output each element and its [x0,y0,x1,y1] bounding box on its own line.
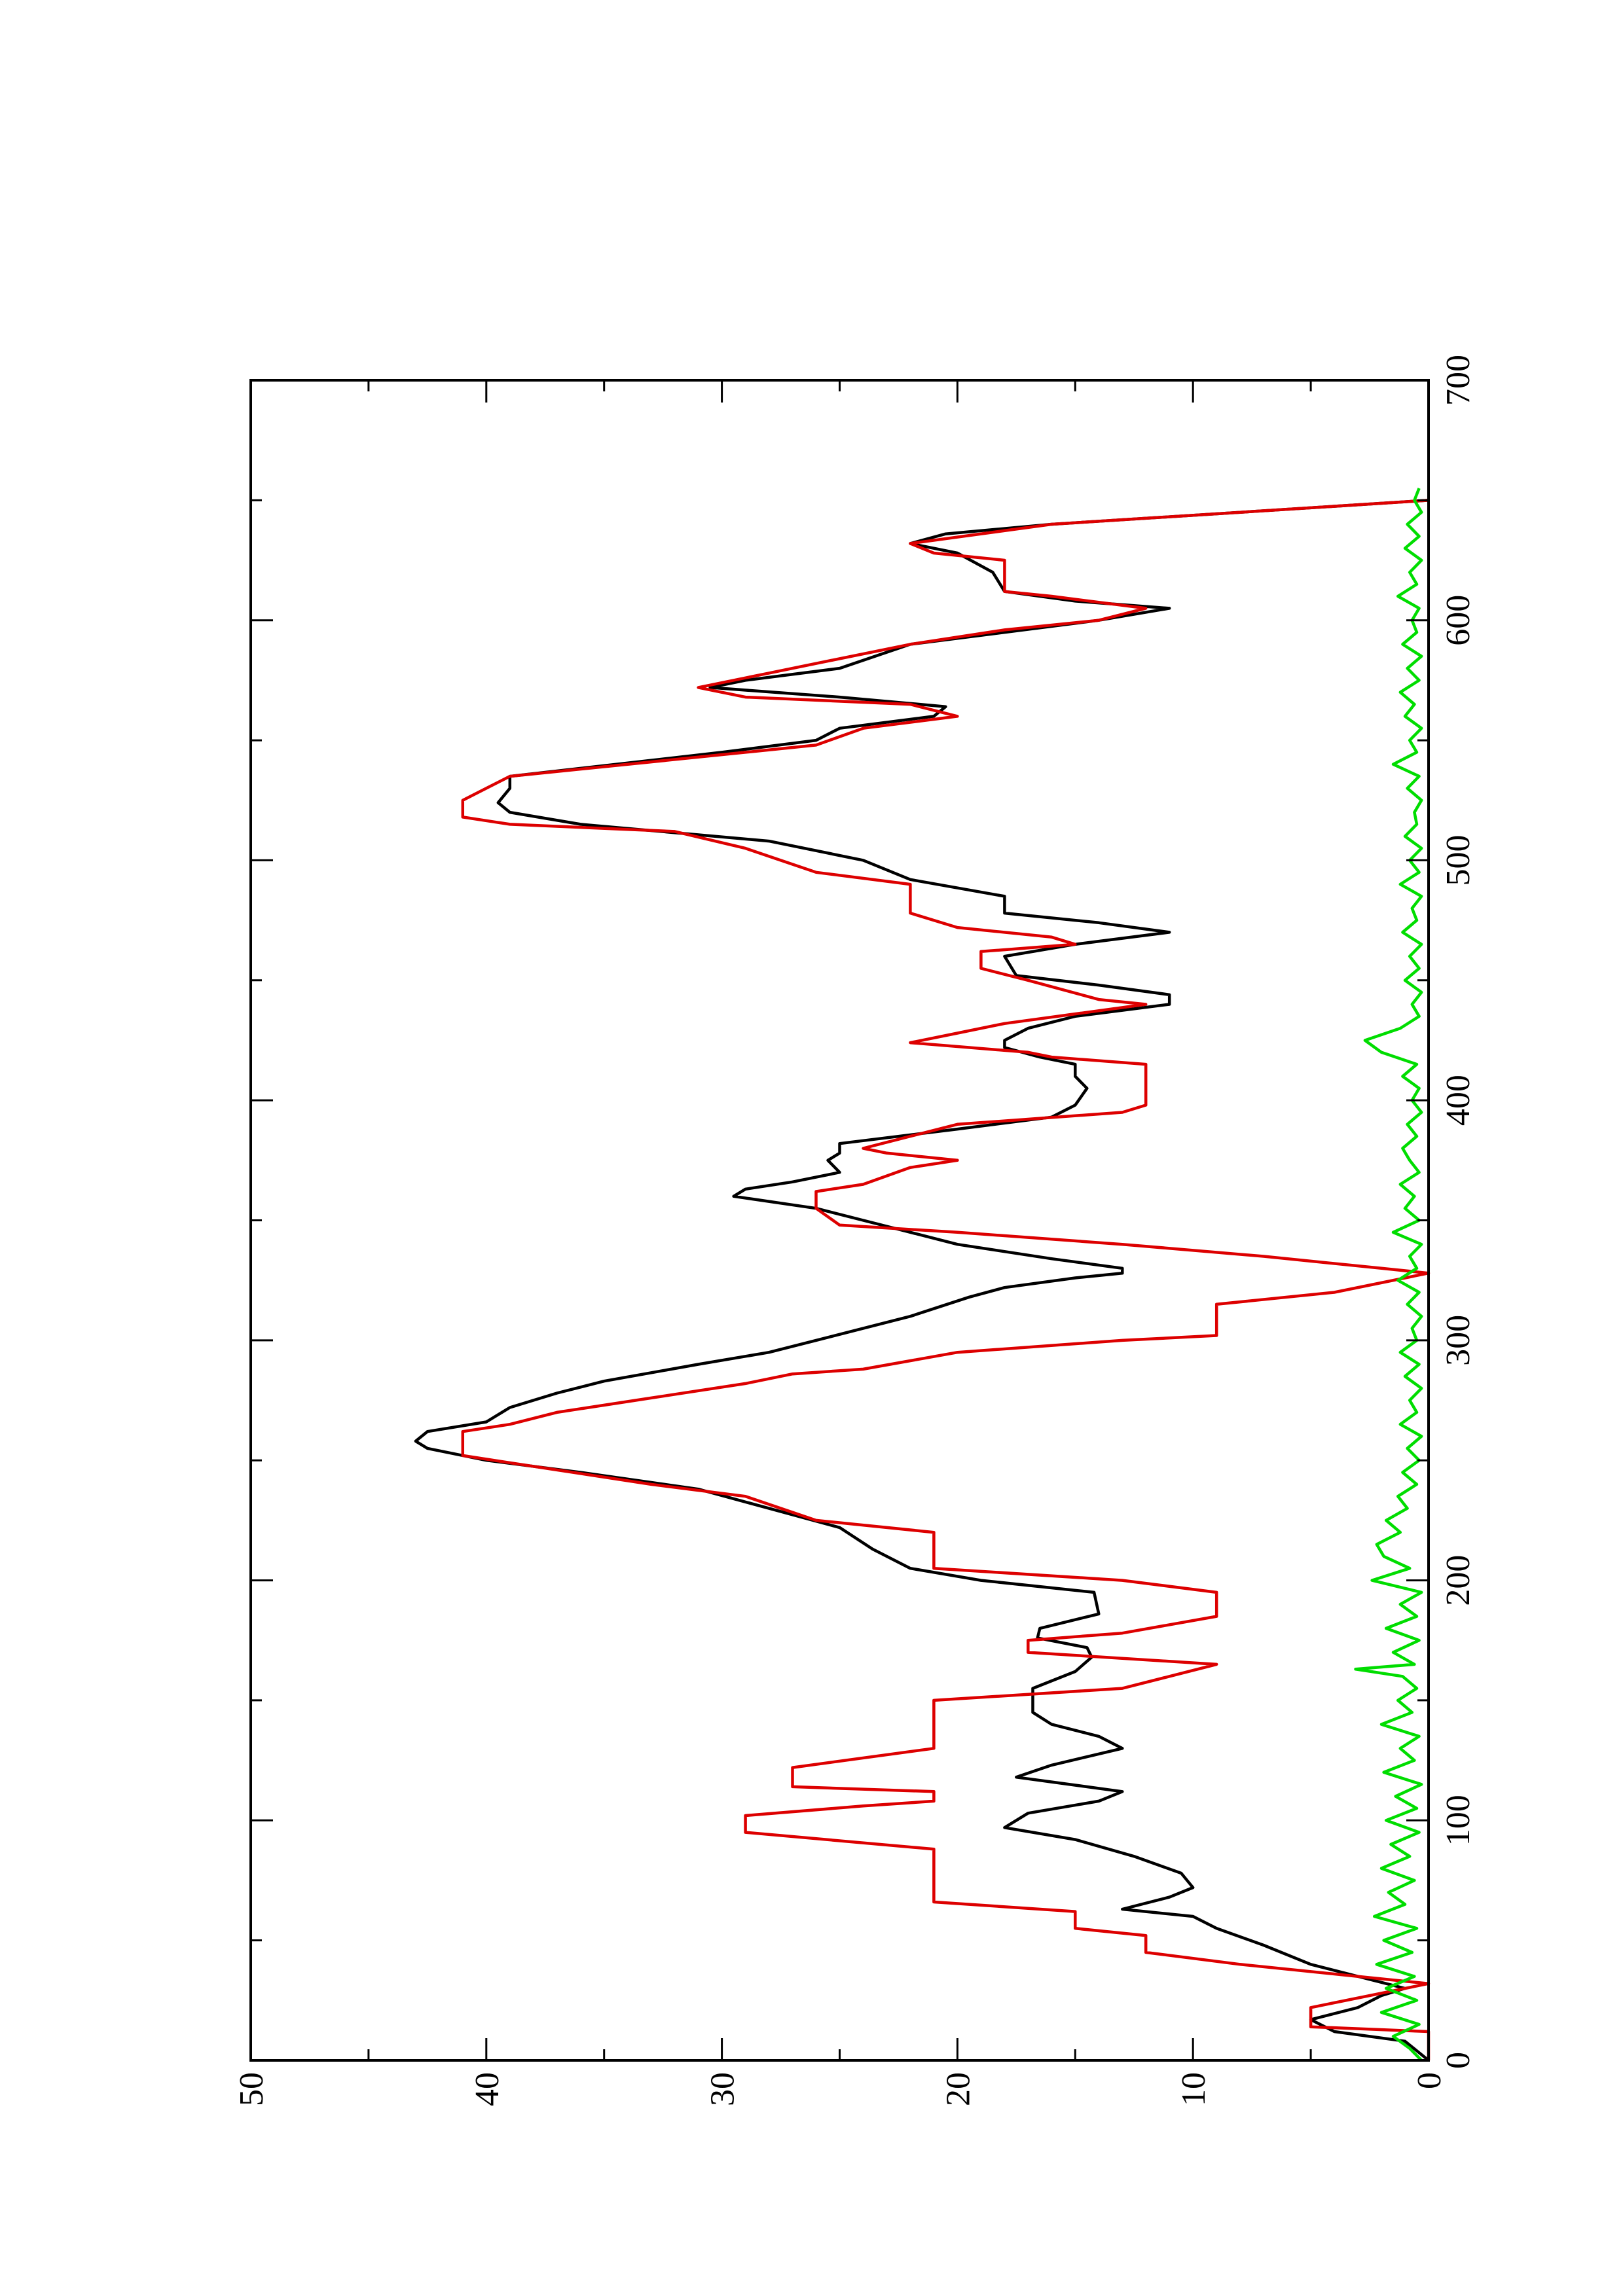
x-tick-label: 100 [1440,1795,1477,1846]
y-tick-label: 0 [1411,2072,1448,2089]
y-tick-label: 20 [939,2072,977,2106]
y-tick-label: 40 [469,2072,506,2106]
x-tick-label: 400 [1440,1075,1477,1126]
x-tick-label: 600 [1440,595,1477,646]
x-tick-label: 300 [1440,1315,1477,1366]
x-tick-label: 500 [1440,834,1477,886]
series-line [1354,488,1423,2062]
x-tick-label: 0 [1440,2052,1477,2069]
x-tick-label: 200 [1440,1555,1477,1606]
y-tick-label: 50 [233,2072,270,2106]
plot: 0 100 200 300 400 500 600 700 0 10 20 30 40 50 [233,355,1477,2106]
series-line [461,499,1431,2060]
y-tick-label: 10 [1175,2072,1213,2106]
y-tick-label: 30 [704,2072,742,2106]
series-line [414,499,1430,2062]
x-tick-label: 700 [1440,355,1477,406]
